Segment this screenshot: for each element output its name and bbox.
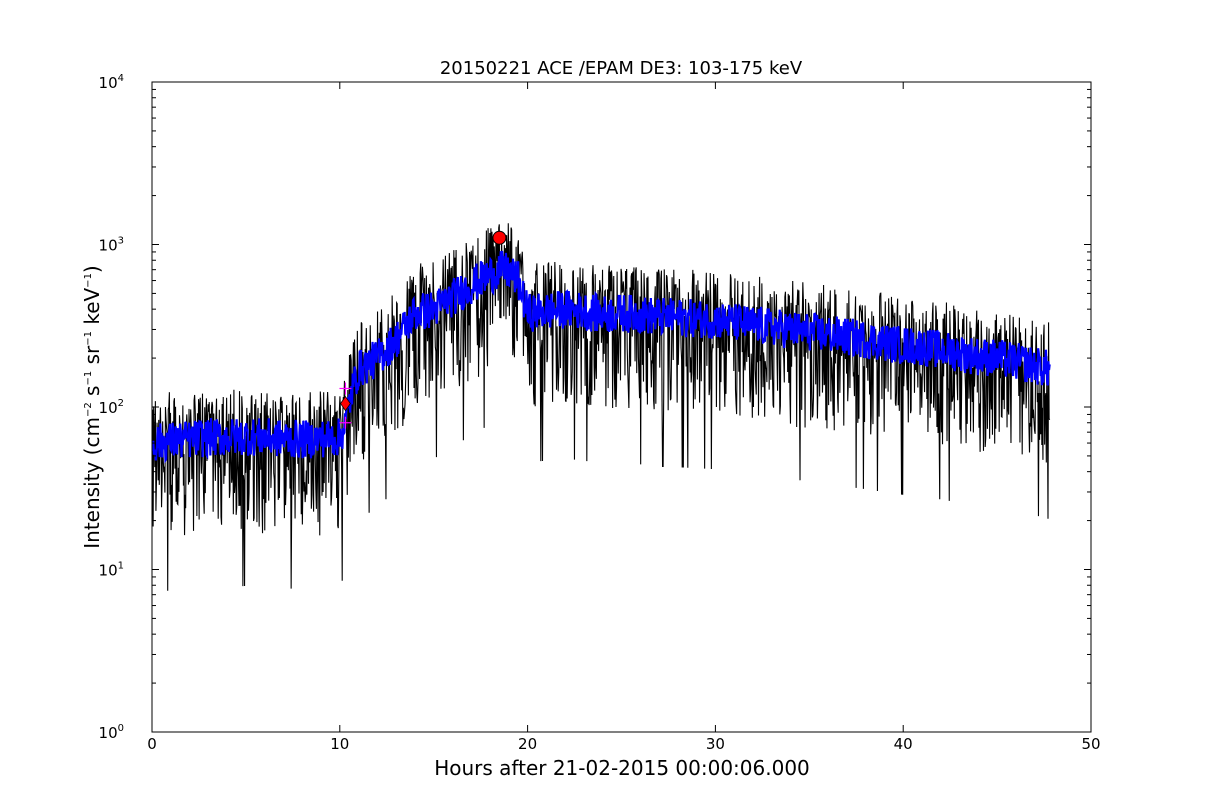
x-tick-label: 50 [1081, 735, 1100, 753]
x-tick-label: 30 [706, 735, 725, 753]
y-tick-label: 100 [99, 723, 124, 742]
y-axis-label-sr: sr [80, 345, 104, 371]
y-tick-label: 102 [99, 398, 124, 417]
y-axis-label-suffix: ) [80, 265, 104, 273]
y-axis-label-prefix: Intensity (cm [80, 417, 104, 549]
y-axis-label-exp-3: −1 [83, 331, 94, 346]
y-tick-label: 104 [99, 73, 124, 92]
y-axis-label-exp-2: −1 [83, 371, 94, 386]
y-axis-label-s: s [80, 386, 104, 403]
y-tick-label: 103 [99, 236, 124, 255]
x-axis: 0 10 20 30 40 50 [147, 82, 1101, 753]
x-axis-label: Hours after 21-02-2015 00:00:06.000 [434, 756, 810, 780]
plot-area [152, 223, 1051, 591]
y-tick-label: 101 [99, 561, 124, 580]
series-layer [152, 223, 1051, 591]
y-axis: 100 101 102 103 104 [99, 73, 1091, 742]
peak-marker [492, 230, 507, 245]
series-smoothed-line [152, 250, 1051, 464]
x-tick-label: 20 [518, 735, 537, 753]
y-axis-label-kev: keV [80, 287, 104, 331]
marker-layer [339, 230, 507, 429]
onset-marker [340, 395, 351, 412]
y-axis-label-exp-1: −2 [83, 402, 94, 417]
x-tick-label: 40 [894, 735, 913, 753]
y-axis-label: Intensity (cm−2 s−1 sr−1 keV−1) [80, 265, 104, 549]
y-axis-label-exp-4: −1 [83, 273, 94, 288]
series-raw-line [152, 223, 1051, 591]
chart-title: 20150221 ACE /EPAM DE3: 103-175 keV [440, 58, 803, 79]
x-tick-label: 10 [330, 735, 349, 753]
x-tick-label: 0 [147, 735, 157, 753]
